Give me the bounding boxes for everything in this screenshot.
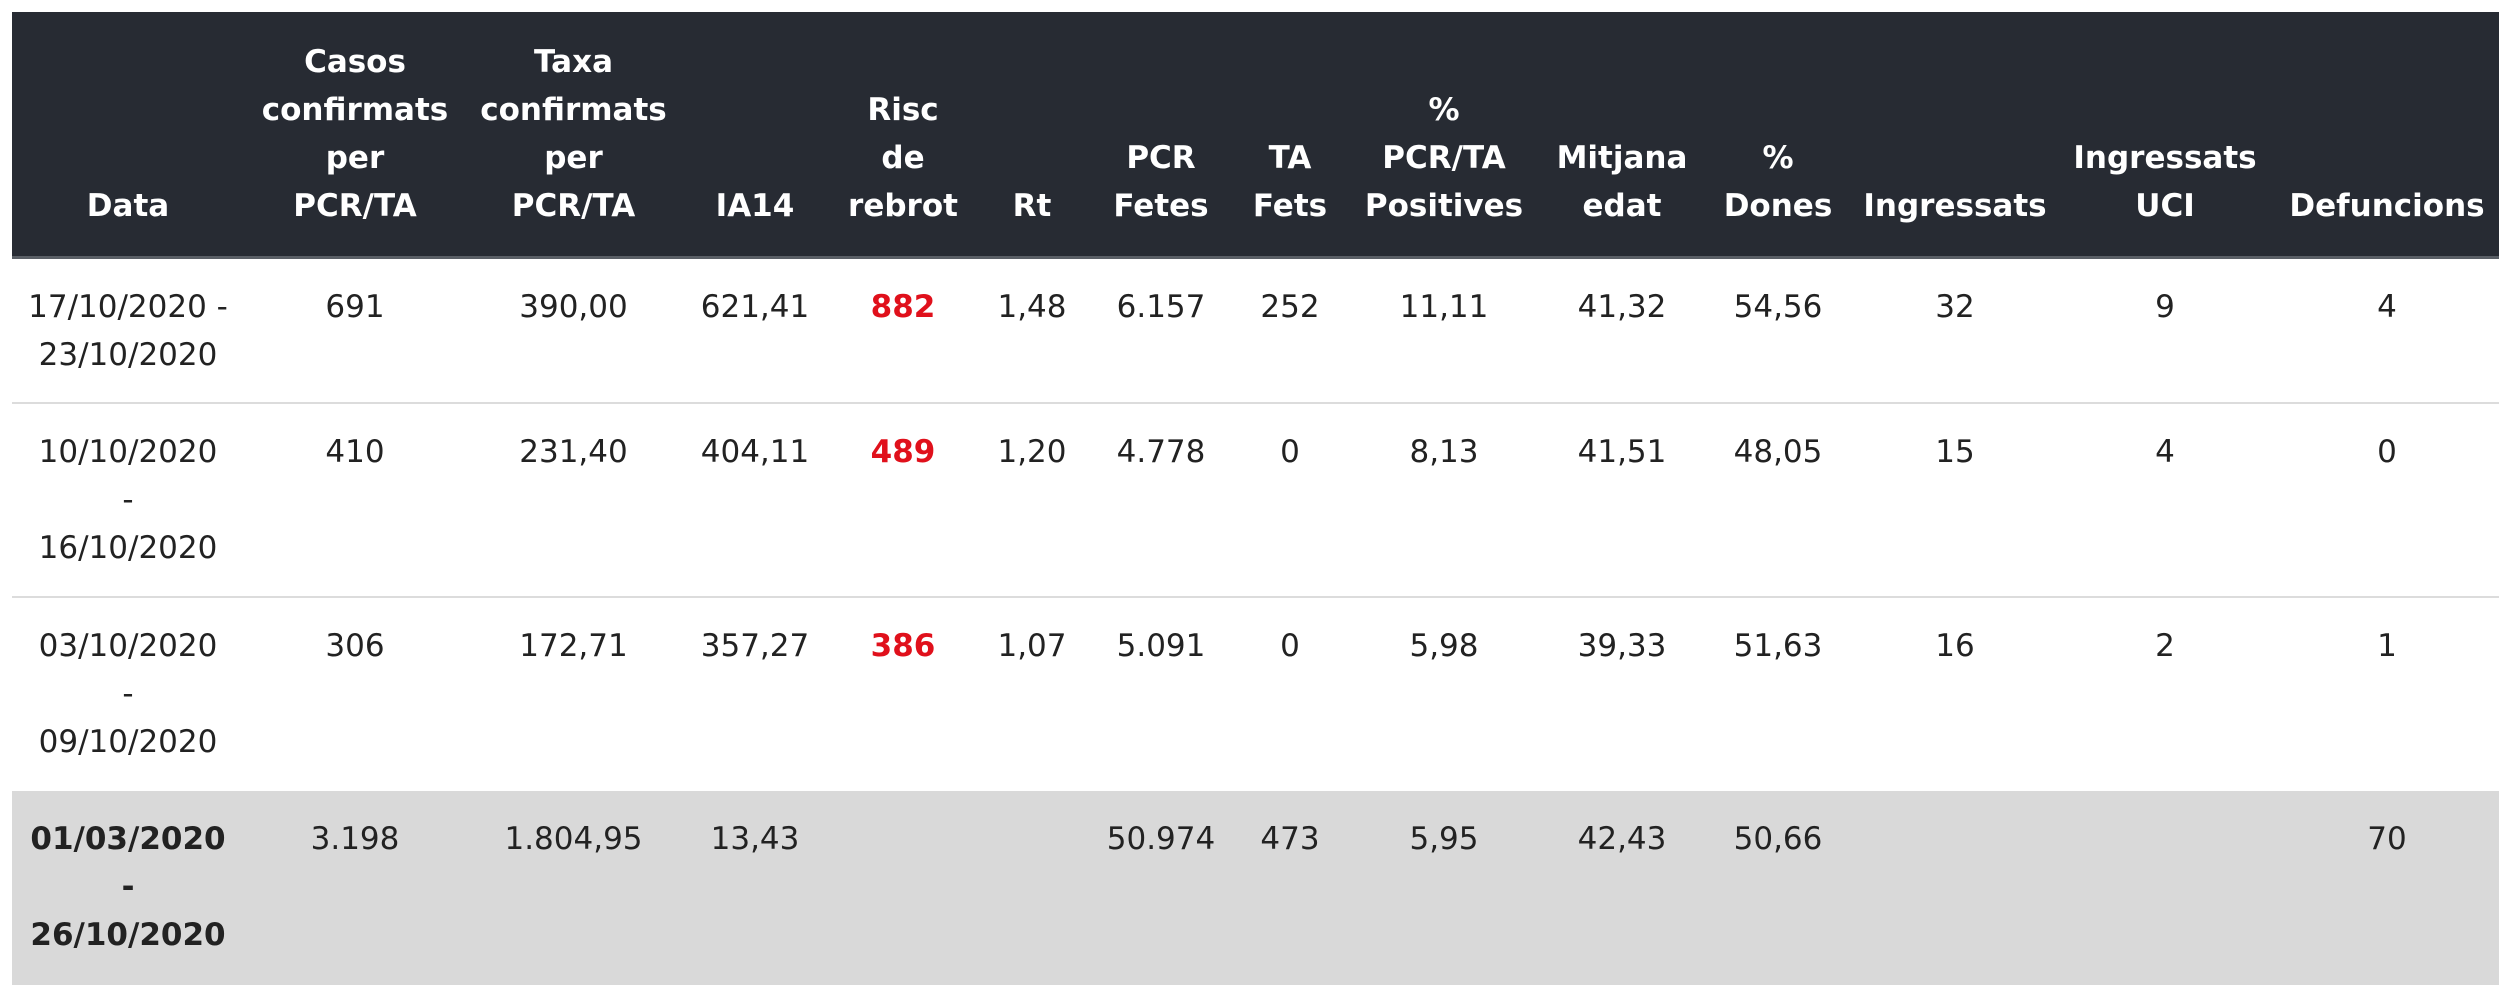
cell-ingressats-uci: 9 [2055, 257, 2275, 404]
cell-ingressats [1855, 791, 2055, 985]
cell-mitjana-edat: 39,33 [1577, 628, 1667, 664]
covid-stats-table-container: Data Casos confirmats per PCR/TA Taxa co… [12, 12, 2499, 985]
cell-ta-fets: 0 [1235, 403, 1345, 598]
cell-ingressats-uci: 2 [2155, 628, 2175, 664]
cell-mitjana-edat: 41,51 [1543, 403, 1701, 598]
header-row: Data Casos confirmats per PCR/TA Taxa co… [12, 12, 2499, 259]
table-row-total: 01/03/2020 - 26/10/2020 3.198 1.804,95 1… [12, 791, 2499, 985]
covid-stats-table: Data Casos confirmats per PCR/TA Taxa co… [12, 12, 2499, 985]
cell-positives: 11,11 [1345, 257, 1543, 404]
header-ingressats: Ingressats [1855, 12, 2055, 259]
header-casos-confirmats: Casos confirmats per PCR/TA [244, 12, 466, 259]
cell-risc-rebrot [829, 791, 977, 985]
table-body: 17/10/2020 - 23/10/2020 691 390,00 621,4… [12, 257, 2499, 985]
header-dones: % Dones [1701, 12, 1855, 259]
cell-mitjana-edat: 41,32 [1543, 257, 1701, 404]
cell-ingressats: 15 [1855, 403, 2055, 598]
cell-ingressats: 16 [1935, 628, 1975, 664]
cell-pcr-fetes: 6.157 [1087, 257, 1235, 404]
header-pcr-fetes: PCR Fetes [1087, 12, 1235, 259]
cell-dones: 48,05 [1701, 403, 1855, 598]
header-pcr-ta-positives: % PCR/TA Positives [1345, 12, 1543, 259]
cell-rt: 1,07 [997, 628, 1067, 664]
cell-dones: 51,63 [1733, 628, 1823, 664]
table-header: Data Casos confirmats per PCR/TA Taxa co… [12, 12, 2499, 259]
cell-date: 17/10/2020 - 23/10/2020 [12, 257, 244, 404]
cell-risc-rebrot: 386 [870, 628, 936, 664]
header-mitjana-edat: Mitjana edat [1543, 12, 1701, 259]
cell-pcr-fetes: 4.778 [1087, 403, 1235, 598]
header-risc-rebrot: Risc de rebrot [829, 12, 977, 259]
table-row: 03/10/2020 - 09/10/2020 306 172,71 357,2… [12, 597, 2499, 791]
cell-risc-rebrot: 882 [829, 257, 977, 404]
cell-pcr-fetes: 50.974 [1106, 821, 1216, 857]
header-ingressats-uci: Ingressats UCI [2055, 12, 2275, 259]
cell-taxa: 1.804,95 [504, 821, 643, 857]
cell-ingressats: 32 [1855, 257, 2055, 404]
cell-positives: 5,98 [1409, 628, 1479, 664]
cell-positives: 5,95 [1409, 821, 1479, 857]
header-data: Data [12, 12, 244, 259]
cell-ia14: 357,27 [700, 628, 810, 664]
cell-ingressats-uci: 4 [2055, 403, 2275, 598]
cell-casos: 306 [325, 628, 385, 664]
cell-positives: 8,13 [1345, 403, 1543, 598]
cell-taxa: 172,71 [519, 628, 628, 664]
header-ta-fets: TA Fets [1235, 12, 1345, 259]
cell-ia14: 621,41 [681, 257, 829, 404]
cell-taxa: 231,40 [466, 403, 681, 598]
cell-casos: 691 [244, 257, 466, 404]
cell-ia14: 13,43 [710, 821, 800, 857]
cell-risc-rebrot: 489 [829, 403, 977, 598]
cell-dones: 54,56 [1701, 257, 1855, 404]
header-ia14: IA14 [681, 12, 829, 259]
cell-casos: 3.198 [310, 821, 400, 857]
cell-defuncions: 70 [2367, 821, 2407, 857]
cell-pcr-fetes: 5.091 [1116, 628, 1206, 664]
header-rt: Rt [977, 12, 1087, 259]
cell-mitjana-edat: 42,43 [1577, 821, 1667, 857]
cell-ta-fets: 252 [1235, 257, 1345, 404]
cell-defuncions: 0 [2275, 403, 2499, 598]
cell-ia14: 404,11 [681, 403, 829, 598]
cell-date: 01/03/2020 - 26/10/2020 [30, 821, 226, 953]
cell-defuncions: 1 [2377, 628, 2397, 664]
table-row: 17/10/2020 - 23/10/2020 691 390,00 621,4… [12, 257, 2499, 404]
cell-date: 03/10/2020 - 09/10/2020 [38, 628, 218, 760]
cell-date: 10/10/2020 - 16/10/2020 [12, 403, 244, 598]
cell-ta-fets: 473 [1260, 821, 1320, 857]
cell-taxa: 390,00 [466, 257, 681, 404]
header-taxa-confirmats: Taxa confirmats per PCR/TA [466, 12, 681, 259]
cell-rt [977, 791, 1087, 985]
cell-rt: 1,20 [977, 403, 1087, 598]
cell-dones: 50,66 [1733, 821, 1823, 857]
table-row: 10/10/2020 - 16/10/2020 410 231,40 404,1… [12, 403, 2499, 598]
cell-defuncions: 4 [2275, 257, 2499, 404]
cell-rt: 1,48 [977, 257, 1087, 404]
cell-ingressats-uci [2055, 791, 2275, 985]
cell-casos: 410 [244, 403, 466, 598]
cell-ta-fets: 0 [1280, 628, 1300, 664]
header-defuncions: Defuncions [2275, 12, 2499, 259]
